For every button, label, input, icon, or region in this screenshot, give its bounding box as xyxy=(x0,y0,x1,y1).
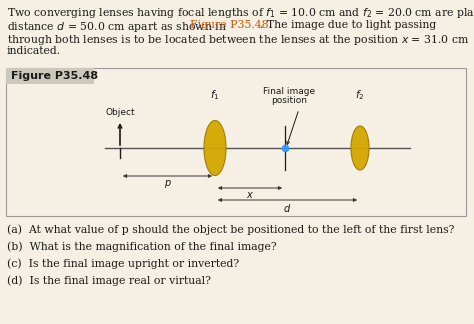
Text: Object: Object xyxy=(105,108,135,117)
Polygon shape xyxy=(351,126,369,170)
Text: (d)  Is the final image real or virtual?: (d) Is the final image real or virtual? xyxy=(7,275,211,285)
Text: Two converging lenses having focal lengths of $f_1$ = 10.0 cm and $f_2$ = 20.0 c: Two converging lenses having focal lengt… xyxy=(7,6,474,20)
Text: Final image: Final image xyxy=(263,87,315,96)
Text: distance $d$ = 50.0 cm apart as shown in: distance $d$ = 50.0 cm apart as shown in xyxy=(7,19,227,33)
Text: $x$: $x$ xyxy=(246,190,254,200)
Text: (c)  Is the final image upright or inverted?: (c) Is the final image upright or invert… xyxy=(7,258,239,269)
Text: Figure P35.48: Figure P35.48 xyxy=(11,71,98,81)
Bar xyxy=(6,68,94,84)
Text: (a)  At what value of p should the object be positioned to the left of the first: (a) At what value of p should the object… xyxy=(7,224,455,235)
Text: (b)  What is the magnification of the final image?: (b) What is the magnification of the fin… xyxy=(7,241,277,251)
Text: . The image due to light passing: . The image due to light passing xyxy=(260,19,436,29)
Polygon shape xyxy=(204,121,226,176)
Text: through both lenses is to be located between the lenses at the position $x$ = 31: through both lenses is to be located bet… xyxy=(7,33,469,47)
Bar xyxy=(6,68,466,216)
Text: $d$: $d$ xyxy=(283,202,292,214)
Text: $f_1$: $f_1$ xyxy=(210,88,220,102)
Text: indicated.: indicated. xyxy=(7,47,61,56)
Text: $f_2$: $f_2$ xyxy=(355,88,365,102)
Text: position: position xyxy=(271,96,307,105)
Text: $p$: $p$ xyxy=(164,178,172,190)
Text: Figure P35.48: Figure P35.48 xyxy=(190,19,269,29)
